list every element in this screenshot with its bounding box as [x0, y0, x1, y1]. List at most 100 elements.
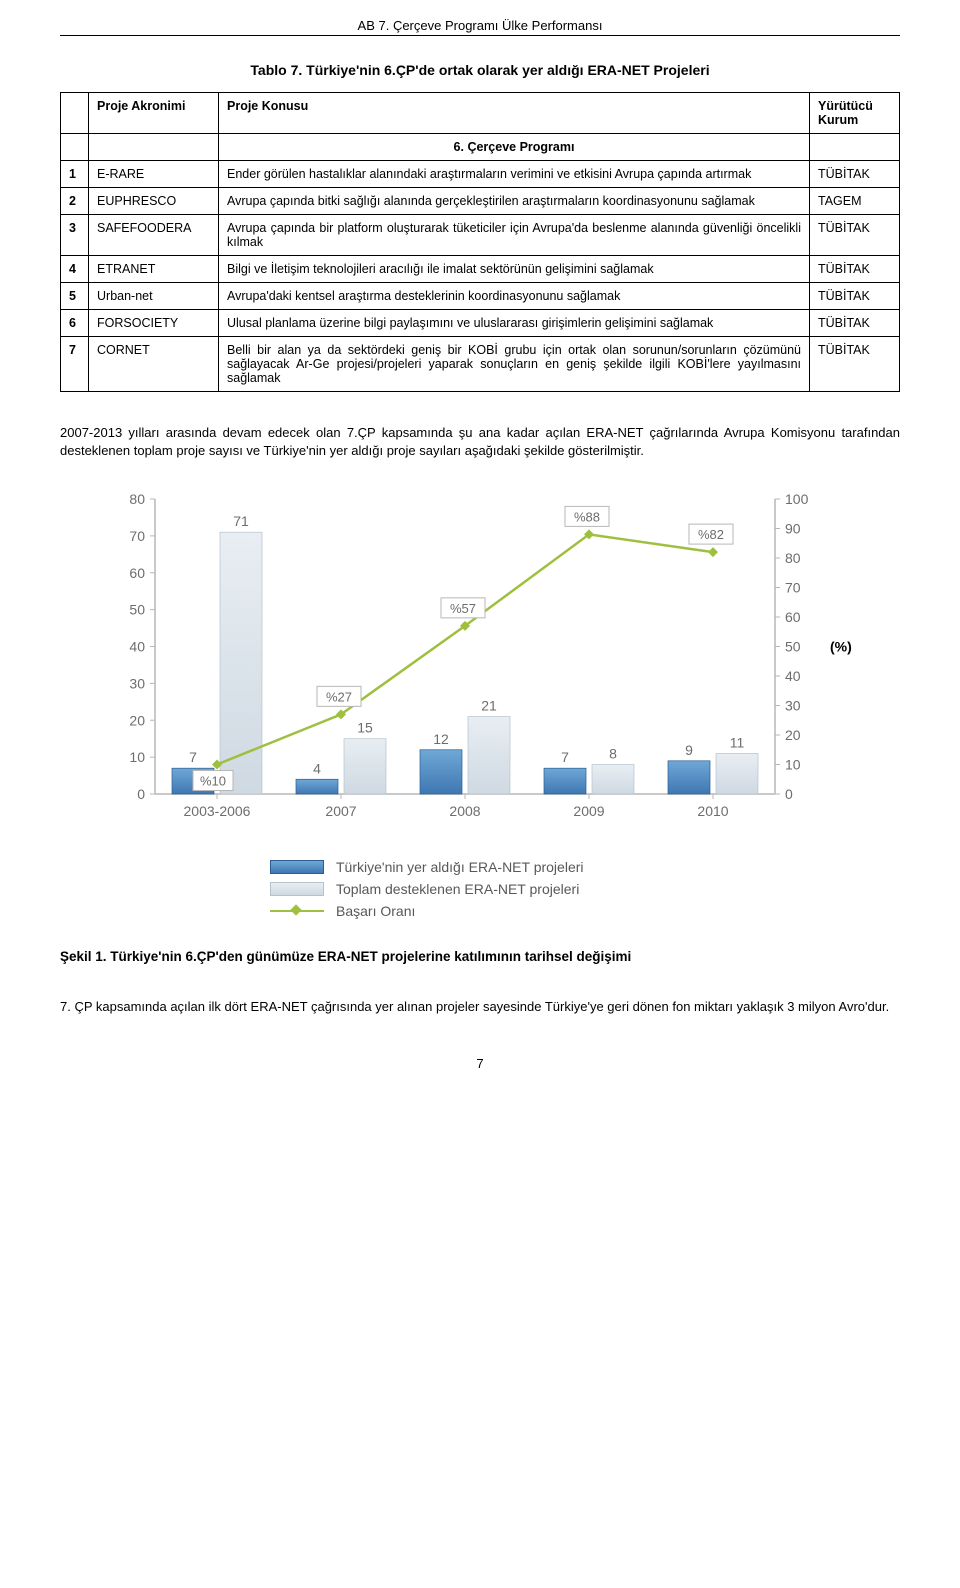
- th-kurum: Yürütücü Kurum: [810, 93, 900, 134]
- table-cell: Ulusal planlama üzerine bilgi paylaşımın…: [219, 310, 810, 337]
- svg-text:7: 7: [561, 749, 569, 765]
- svg-text:50: 50: [129, 602, 145, 618]
- table-cell: CORNET: [89, 337, 219, 392]
- svg-text:40: 40: [129, 639, 145, 655]
- subhead-empty3: [810, 134, 900, 161]
- svg-text:10: 10: [785, 757, 801, 773]
- table-cell: 4: [61, 256, 89, 283]
- svg-text:20: 20: [785, 727, 801, 743]
- table-cell: Avrupa çapında bitki sağlığı alanında ge…: [219, 188, 810, 215]
- svg-text:70: 70: [785, 580, 801, 596]
- table-cell: Avrupa'daki kentsel araştırma destekleri…: [219, 283, 810, 310]
- svg-text:%27: %27: [326, 689, 352, 704]
- svg-text:0: 0: [137, 786, 145, 802]
- table-cell: TÜBİTAK: [810, 310, 900, 337]
- legend-label-2: Toplam desteklenen ERA-NET projeleri: [336, 881, 579, 897]
- table-row: 4ETRANETBilgi ve İletişim teknolojileri …: [61, 256, 900, 283]
- legend-label-3: Başarı Oranı: [336, 903, 415, 919]
- legend-row-3: Başarı Oranı: [270, 903, 690, 919]
- legend-swatch-line-icon: [270, 904, 324, 918]
- legend-row-1: Türkiye'nin yer aldığı ERA-NET projeleri: [270, 859, 690, 875]
- table-cell: SAFEFOODERA: [89, 215, 219, 256]
- table-cell: FORSOCIETY: [89, 310, 219, 337]
- table-cell: TAGEM: [810, 188, 900, 215]
- th-akronim: Proje Akronimi: [89, 93, 219, 134]
- table-cell: TÜBİTAK: [810, 283, 900, 310]
- svg-text:30: 30: [785, 698, 801, 714]
- era-net-chart: 010203040506070800102030405060708090100(…: [105, 489, 855, 849]
- legend-swatch-total-icon: [270, 882, 324, 896]
- svg-text:%57: %57: [450, 601, 476, 616]
- table-cell: TÜBİTAK: [810, 161, 900, 188]
- table-cell: TÜBİTAK: [810, 256, 900, 283]
- table-cell: Ender görülen hastalıklar alanındaki ara…: [219, 161, 810, 188]
- svg-text:60: 60: [129, 565, 145, 581]
- table-cell: EUPHRESCO: [89, 188, 219, 215]
- svg-text:100: 100: [785, 491, 809, 507]
- svg-text:40: 40: [785, 668, 801, 684]
- chart-container: 010203040506070800102030405060708090100(…: [105, 489, 855, 849]
- svg-text:2007: 2007: [325, 803, 356, 819]
- svg-text:90: 90: [785, 521, 801, 537]
- subhead-empty1: [61, 134, 89, 161]
- svg-text:%88: %88: [574, 509, 600, 524]
- table-row: 2EUPHRESCOAvrupa çapında bitki sağlığı a…: [61, 188, 900, 215]
- svg-text:7: 7: [189, 749, 197, 765]
- svg-text:30: 30: [129, 675, 145, 691]
- table-row: 7CORNETBelli bir alan ya da sektördeki g…: [61, 337, 900, 392]
- th-blank: [61, 93, 89, 134]
- svg-text:2009: 2009: [573, 803, 604, 819]
- svg-text:10: 10: [129, 749, 145, 765]
- table-cell: Belli bir alan ya da sektördeki geniş bi…: [219, 337, 810, 392]
- table-cell: Avrupa çapında bir platform oluşturarak …: [219, 215, 810, 256]
- svg-text:15: 15: [357, 720, 373, 736]
- svg-text:2010: 2010: [697, 803, 728, 819]
- table-cell: TÜBİTAK: [810, 215, 900, 256]
- table-cell: E-RARE: [89, 161, 219, 188]
- table-cell: 6: [61, 310, 89, 337]
- legend-label-1: Türkiye'nin yer aldığı ERA-NET projeleri: [336, 859, 584, 875]
- table-cell: 7: [61, 337, 89, 392]
- table-row: 1E-RAREEnder görülen hastalıklar alanınd…: [61, 161, 900, 188]
- paragraph-2: 7. ÇP kapsamında açılan ilk dört ERA-NET…: [60, 998, 900, 1016]
- svg-text:(%): (%): [830, 639, 852, 655]
- svg-text:80: 80: [129, 491, 145, 507]
- table-row: 3SAFEFOODERAAvrupa çapında bir platform …: [61, 215, 900, 256]
- table-cell: Urban-net: [89, 283, 219, 310]
- svg-text:2003-2006: 2003-2006: [184, 803, 251, 819]
- table-cell: Bilgi ve İletişim teknolojileri aracılığ…: [219, 256, 810, 283]
- svg-text:80: 80: [785, 550, 801, 566]
- paragraph-1: 2007-2013 yılları arasında devam edecek …: [60, 424, 900, 459]
- svg-text:%82: %82: [698, 527, 724, 542]
- table-subheader-row: 6. Çerçeve Programı: [61, 134, 900, 161]
- svg-text:50: 50: [785, 639, 801, 655]
- table-row: 5Urban-netAvrupa'daki kentsel araştırma …: [61, 283, 900, 310]
- svg-text:11: 11: [730, 735, 745, 751]
- svg-text:20: 20: [129, 712, 145, 728]
- svg-text:0: 0: [785, 786, 793, 802]
- table-cell: 3: [61, 215, 89, 256]
- svg-text:12: 12: [433, 731, 449, 747]
- svg-text:60: 60: [785, 609, 801, 625]
- page-number: 7: [60, 1056, 900, 1071]
- chart-legend: Türkiye'nin yer aldığı ERA-NET projeleri…: [270, 859, 690, 919]
- projects-table: Proje Akronimi Proje Konusu Yürütücü Kur…: [60, 92, 900, 392]
- header-rule: [60, 35, 900, 36]
- figure-caption: Şekil 1. Türkiye'nin 6.ÇP'den günümüze E…: [60, 949, 900, 964]
- th-konu: Proje Konusu: [219, 93, 810, 134]
- table-title: Tablo 7. Türkiye'nin 6.ÇP'de ortak olara…: [60, 62, 900, 78]
- table-cell: TÜBİTAK: [810, 337, 900, 392]
- table-cell: ETRANET: [89, 256, 219, 283]
- svg-text:4: 4: [313, 760, 321, 776]
- table-cell: 2: [61, 188, 89, 215]
- table-header-row: Proje Akronimi Proje Konusu Yürütücü Kur…: [61, 93, 900, 134]
- subhead-label: 6. Çerçeve Programı: [219, 134, 810, 161]
- table-cell: 5: [61, 283, 89, 310]
- table-cell: 1: [61, 161, 89, 188]
- svg-text:71: 71: [233, 513, 249, 529]
- svg-text:21: 21: [481, 698, 497, 714]
- legend-swatch-turkey-icon: [270, 860, 324, 874]
- svg-text:2008: 2008: [449, 803, 480, 819]
- legend-row-2: Toplam desteklenen ERA-NET projeleri: [270, 881, 690, 897]
- svg-text:8: 8: [609, 746, 617, 762]
